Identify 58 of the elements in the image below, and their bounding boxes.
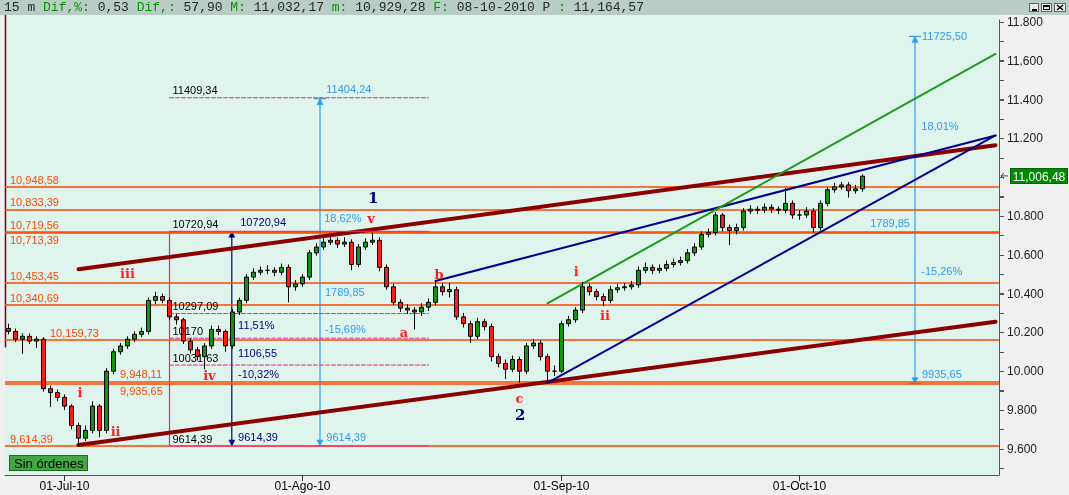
annotation: -15,69% — [324, 322, 367, 335]
annotation: 9614,39 — [238, 430, 278, 443]
annotation: v — [366, 211, 376, 227]
x-tick-label: 01-Jul-10 — [39, 479, 90, 493]
annotation: a — [399, 324, 409, 340]
annotation: iv — [203, 367, 217, 383]
annotation: 1789,85 — [870, 216, 910, 229]
y-tick-label: 10.200 — [1007, 325, 1045, 340]
chart-title: 15 m Dif,%: 0,53 Dif,: 57,90 M: 11,032,17 m: 10,929,28 F: 08-10-2010 P : 11,164,57 — [4, 0, 644, 15]
annotation: iii — [120, 265, 135, 281]
annotation: 11,51% — [238, 318, 275, 331]
y-tick-label: 11.600 — [1007, 53, 1044, 68]
series-label: 9614,39 — [172, 432, 213, 445]
ref-line-label: 10,713,39 — [10, 234, 59, 247]
series-label: 10720,94 — [172, 217, 219, 230]
ref-line-label: 9,935,65 — [120, 385, 163, 398]
annotation: i — [573, 263, 579, 279]
y-tick-label: 10.800 — [1007, 208, 1045, 223]
annotation: 1 — [367, 188, 379, 207]
annotation: 11725,50 — [922, 30, 968, 43]
ref-line-label: 9,614,39 — [10, 433, 53, 446]
y-tick-label: 11.800 — [1007, 14, 1044, 29]
annotation: -15,26% — [921, 265, 963, 278]
annotation: 10720,94 — [240, 215, 287, 228]
y-tick-label: 11.400 — [1007, 92, 1044, 107]
annotation: -10,32% — [238, 368, 280, 381]
annotation: 18,62% — [324, 211, 362, 224]
annotation: b — [434, 266, 444, 282]
annotation: 9614,39 — [326, 430, 367, 443]
annotation: 11404,24 — [326, 83, 372, 96]
status-badge: Sin órdenes — [9, 455, 89, 471]
y-tick-label: 9.600 — [1007, 441, 1038, 456]
ref-line-label: 9,948,11 — [120, 368, 163, 381]
y-tick-label: 11.200 — [1007, 131, 1044, 146]
x-tick-label: 01-Oct-10 — [772, 479, 827, 493]
ref-line-label: 10,719,56 — [10, 218, 59, 231]
annotation: 2 — [514, 405, 526, 424]
ref-line-label: 10,833,39 — [10, 196, 59, 209]
series-label: 11409,34 — [172, 84, 218, 97]
y-tick-label: 9.800 — [1007, 403, 1038, 417]
x-tick-label: 01-Ago-10 — [274, 479, 331, 493]
annotation: 18,01% — [921, 119, 959, 132]
annotation: 9935,65 — [922, 368, 962, 381]
annotation: ii — [110, 423, 121, 439]
ref-line-label: 10,340,69 — [10, 292, 59, 305]
price-tag: 11,006,48 — [1010, 167, 1068, 184]
y-tick-label: 10.400 — [1007, 286, 1045, 301]
y-tick-label: 10.000 — [1007, 364, 1045, 379]
annotation: 1106,55 — [238, 346, 278, 359]
ref-line-label: 10,159,73 — [50, 327, 99, 340]
x-tick-label: 01-Sep-10 — [533, 479, 590, 493]
annotation: ii — [599, 308, 610, 324]
ref-line-label: 10,453,45 — [10, 270, 59, 283]
ref-line-label: 10,948,58 — [10, 174, 59, 187]
y-tick-label: 10.600 — [1007, 247, 1045, 262]
annotation: 1789,85 — [324, 285, 365, 298]
annotation: i — [77, 385, 83, 400]
annotation: c — [515, 390, 524, 406]
